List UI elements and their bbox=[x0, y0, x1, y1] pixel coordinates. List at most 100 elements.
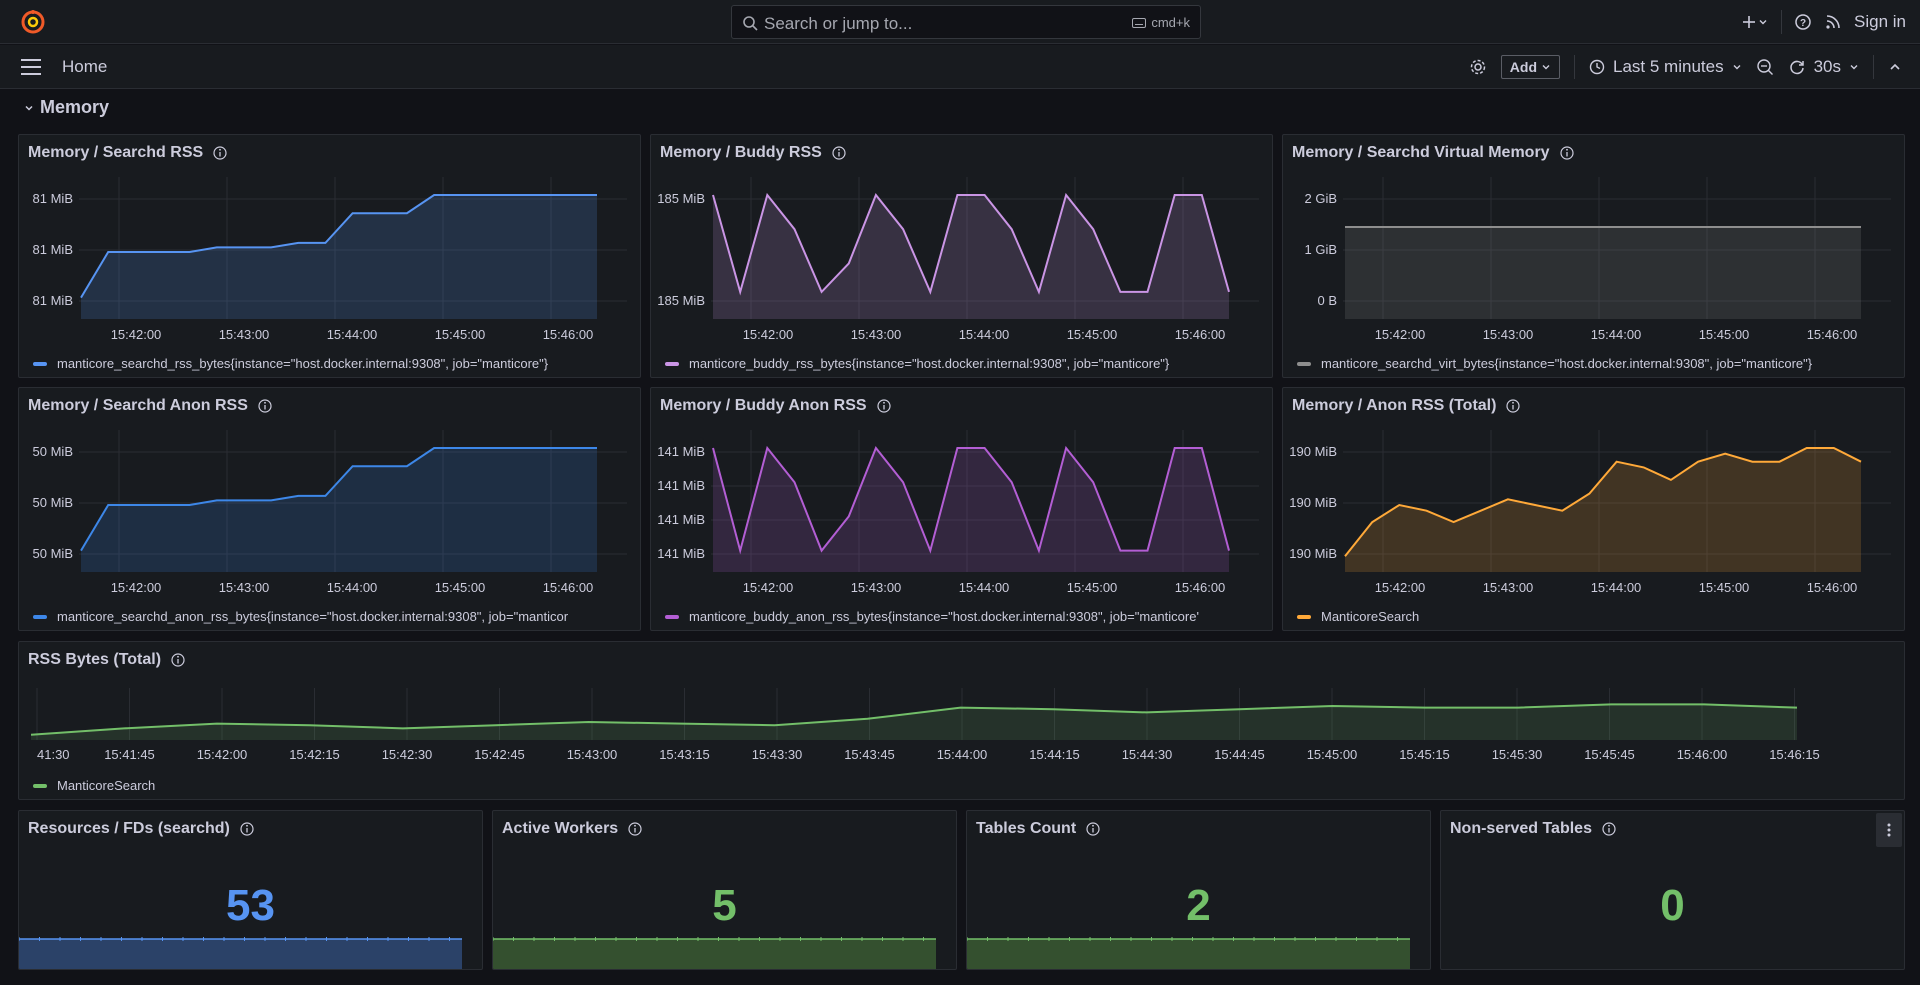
refresh-picker[interactable]: 30s bbox=[1788, 57, 1859, 77]
row-header[interactable]: Memory bbox=[24, 97, 109, 118]
series-line bbox=[30, 703, 1798, 736]
plus-icon bbox=[1743, 16, 1756, 28]
stat-panel-active-workers[interactable]: Active Workers 5 bbox=[492, 810, 957, 970]
menu-icon[interactable] bbox=[20, 58, 42, 76]
x-tick-label: 15:46:00 bbox=[1677, 747, 1728, 762]
chevron-down-icon bbox=[25, 105, 33, 111]
sign-in-link[interactable]: Sign in bbox=[1854, 12, 1906, 31]
panel-menu-button[interactable] bbox=[1876, 813, 1902, 847]
x-tick-label: 15:42:00 bbox=[743, 580, 794, 595]
legend-label: ManticoreSearch bbox=[1321, 609, 1420, 624]
x-tick-label: 15:45:45 bbox=[1584, 747, 1635, 762]
sparkline bbox=[493, 937, 936, 969]
chart-area[interactable]: 2 GiB 1 GiB 0 B 15:42:00 15:43:00 15:44:00 15:… bbox=[1283, 135, 1905, 378]
settings-button[interactable] bbox=[1469, 58, 1487, 76]
panel-title-text: Resources / FDs (searchd) bbox=[28, 820, 230, 837]
panel-buddy-rss[interactable]: Memory / Buddy RSS 185 MiB 185 MiB 15:42:00… bbox=[650, 134, 1273, 378]
help-button[interactable]: ? bbox=[1794, 13, 1812, 31]
panel-searchd-anon-rss[interactable]: Memory / Searchd Anon RSS 50 MiB 50 MiB 50 … bbox=[18, 387, 641, 631]
legend-item[interactable]: manticore_searchd_rss_bytes{instance="ho… bbox=[33, 356, 548, 371]
svg-text:?: ? bbox=[1800, 18, 1806, 29]
panel-title: Memory / Searchd Anon RSS bbox=[28, 397, 272, 415]
chevron-up-icon bbox=[1890, 63, 1900, 70]
legend-item[interactable]: manticore_searchd_anon_rss_bytes{instanc… bbox=[33, 609, 568, 624]
info-icon[interactable] bbox=[1602, 822, 1616, 836]
refresh-interval: 30s bbox=[1813, 57, 1841, 76]
legend-swatch bbox=[33, 361, 47, 366]
refresh-icon bbox=[1789, 60, 1804, 75]
panel-searchd-rss[interactable]: Memory / Searchd RSS 81 MiB 81 MiB 81 MiB 15… bbox=[18, 134, 641, 378]
info-icon[interactable] bbox=[213, 146, 227, 160]
time-range-label: Last 5 minutes bbox=[1613, 57, 1724, 76]
panel-rss-bytes-total[interactable]: RSS Bytes (Total) 41:30 15:41:45 15:42:00 15… bbox=[18, 641, 1905, 800]
y-tick-label: 185 MiB bbox=[657, 191, 705, 206]
chart-area[interactable]: 185 MiB 185 MiB 15:42:00 15:43:00 15:44:00 15… bbox=[651, 135, 1273, 378]
stat-value: 2 bbox=[1186, 881, 1211, 930]
legend-item[interactable]: manticore_searchd_virt_bytes{instance="h… bbox=[1297, 356, 1812, 371]
series-line bbox=[80, 447, 597, 552]
search-input[interactable]: Search or jump to... cmd+k bbox=[731, 5, 1201, 39]
info-icon[interactable] bbox=[171, 653, 185, 667]
y-tick-label: 0 B bbox=[1317, 293, 1337, 308]
info-icon[interactable] bbox=[240, 822, 254, 836]
clock-icon bbox=[1589, 59, 1605, 75]
x-tick-label: 15:46:00 bbox=[543, 580, 594, 595]
panel-title: Memory / Buddy Anon RSS bbox=[660, 397, 891, 415]
x-tick-label: 15:45:00 bbox=[1067, 580, 1118, 595]
chart-area[interactable]: 50 MiB 50 MiB 50 MiB 15:42:00 15:43:00 15:44:… bbox=[19, 388, 641, 631]
sparkline bbox=[19, 937, 462, 969]
zoom-out-button[interactable] bbox=[1756, 58, 1774, 76]
panel-title: Memory / Searchd RSS bbox=[28, 144, 227, 162]
breadcrumb[interactable]: Home bbox=[62, 57, 108, 76]
x-tick-label: 41:30 bbox=[37, 747, 70, 762]
search-icon bbox=[743, 16, 758, 31]
new-menu-button[interactable] bbox=[1741, 14, 1769, 30]
chart-area[interactable]: 190 MiB 190 MiB 190 MiB 15:42:00 15:43:00 15:… bbox=[1283, 388, 1905, 631]
more-vertical-icon bbox=[1887, 823, 1891, 837]
x-tick-label: 15:44:00 bbox=[937, 747, 988, 762]
shortcut-label: cmd+k bbox=[1151, 15, 1190, 30]
y-tick-label: 190 MiB bbox=[1289, 495, 1337, 510]
info-icon[interactable] bbox=[1086, 822, 1100, 836]
y-tick-label: 141 MiB bbox=[657, 512, 705, 527]
info-icon[interactable] bbox=[832, 146, 846, 160]
legend-item[interactable]: manticore_buddy_rss_bytes{instance="host… bbox=[665, 356, 1169, 371]
legend-item[interactable]: ManticoreSearch bbox=[1297, 609, 1419, 624]
panel-buddy-anon-rss[interactable]: Memory / Buddy Anon RSS 141 MiB 141 MiB 141… bbox=[650, 387, 1273, 631]
x-tick-label: 15:46:00 bbox=[1175, 327, 1226, 342]
info-icon[interactable] bbox=[628, 822, 642, 836]
time-range-picker[interactable]: Last 5 minutes bbox=[1589, 57, 1742, 77]
y-tick-label: 141 MiB bbox=[657, 546, 705, 561]
info-icon[interactable] bbox=[258, 399, 272, 413]
panel-title-text: Active Workers bbox=[502, 820, 619, 837]
chart-area[interactable]: 81 MiB 81 MiB 81 MiB 15:42:00 15:43:00 15:44:… bbox=[19, 135, 641, 378]
sparkline-area bbox=[967, 939, 1410, 969]
stat-panel-tables-count[interactable]: Tables Count 2 bbox=[966, 810, 1431, 970]
legend-item[interactable]: manticore_buddy_anon_rss_bytes{instance=… bbox=[665, 609, 1199, 624]
x-tick-label: 15:44:00 bbox=[1591, 580, 1642, 595]
info-icon[interactable] bbox=[876, 399, 891, 413]
chart-area[interactable]: 41:30 15:41:45 15:42:00 15:42:15 15:42:30 15:… bbox=[19, 642, 1905, 800]
panel-anon-rss-total[interactable]: Memory / Anon RSS (Total) 190 MiB 190 MiB 1… bbox=[1282, 387, 1905, 631]
panel-title-text: Tables Count bbox=[976, 820, 1077, 837]
stat-panel-fds[interactable]: Resources / FDs (searchd) 53 bbox=[18, 810, 483, 970]
y-tick-label: 50 MiB bbox=[33, 546, 73, 561]
x-tick-label: 15:46:00 bbox=[1807, 327, 1858, 342]
stat-panel-non-served-tables[interactable]: Non-served Tables 0 bbox=[1440, 810, 1905, 970]
legend-label: manticore_searchd_anon_rss_bytes{instanc… bbox=[57, 609, 569, 624]
grafana-logo[interactable] bbox=[20, 9, 46, 35]
nav-bar: Home Add Last 5 minutes 30s bbox=[0, 45, 1920, 89]
x-tick-label: 15:42:00 bbox=[111, 327, 162, 342]
legend-label: manticore_buddy_rss_bytes{instance="host… bbox=[689, 356, 1170, 371]
info-icon[interactable] bbox=[1559, 146, 1574, 160]
chart-area[interactable]: 141 MiB 141 MiB 141 MiB 141 MiB 15:42:00 15:4… bbox=[651, 388, 1273, 631]
series-area bbox=[713, 448, 1229, 572]
info-icon[interactable] bbox=[1506, 399, 1521, 413]
collapse-button[interactable] bbox=[1888, 60, 1902, 74]
x-tick-label: 15:45:00 bbox=[1699, 327, 1750, 342]
add-button[interactable]: Add bbox=[1500, 55, 1561, 79]
panel-searchd-virtual-memory[interactable]: Memory / Searchd Virtual Memory 2 GiB 1 Gi… bbox=[1282, 134, 1905, 378]
news-button[interactable] bbox=[1824, 13, 1842, 31]
legend-item[interactable]: ManticoreSearch bbox=[33, 778, 155, 793]
x-tick-label: 15:43:00 bbox=[219, 580, 270, 595]
